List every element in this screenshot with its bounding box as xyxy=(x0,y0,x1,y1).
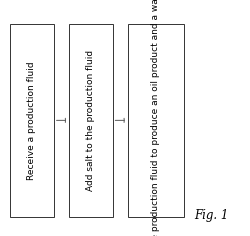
Text: Add salt to the production fluid: Add salt to the production fluid xyxy=(86,50,95,191)
Text: Fig. 1: Fig. 1 xyxy=(194,209,228,223)
Text: Separate the production fluid to produce an oil product and a water product: Separate the production fluid to produce… xyxy=(151,0,160,236)
FancyBboxPatch shape xyxy=(69,24,112,217)
Text: Receive a production fluid: Receive a production fluid xyxy=(27,61,36,180)
FancyBboxPatch shape xyxy=(10,24,54,217)
FancyBboxPatch shape xyxy=(128,24,184,217)
